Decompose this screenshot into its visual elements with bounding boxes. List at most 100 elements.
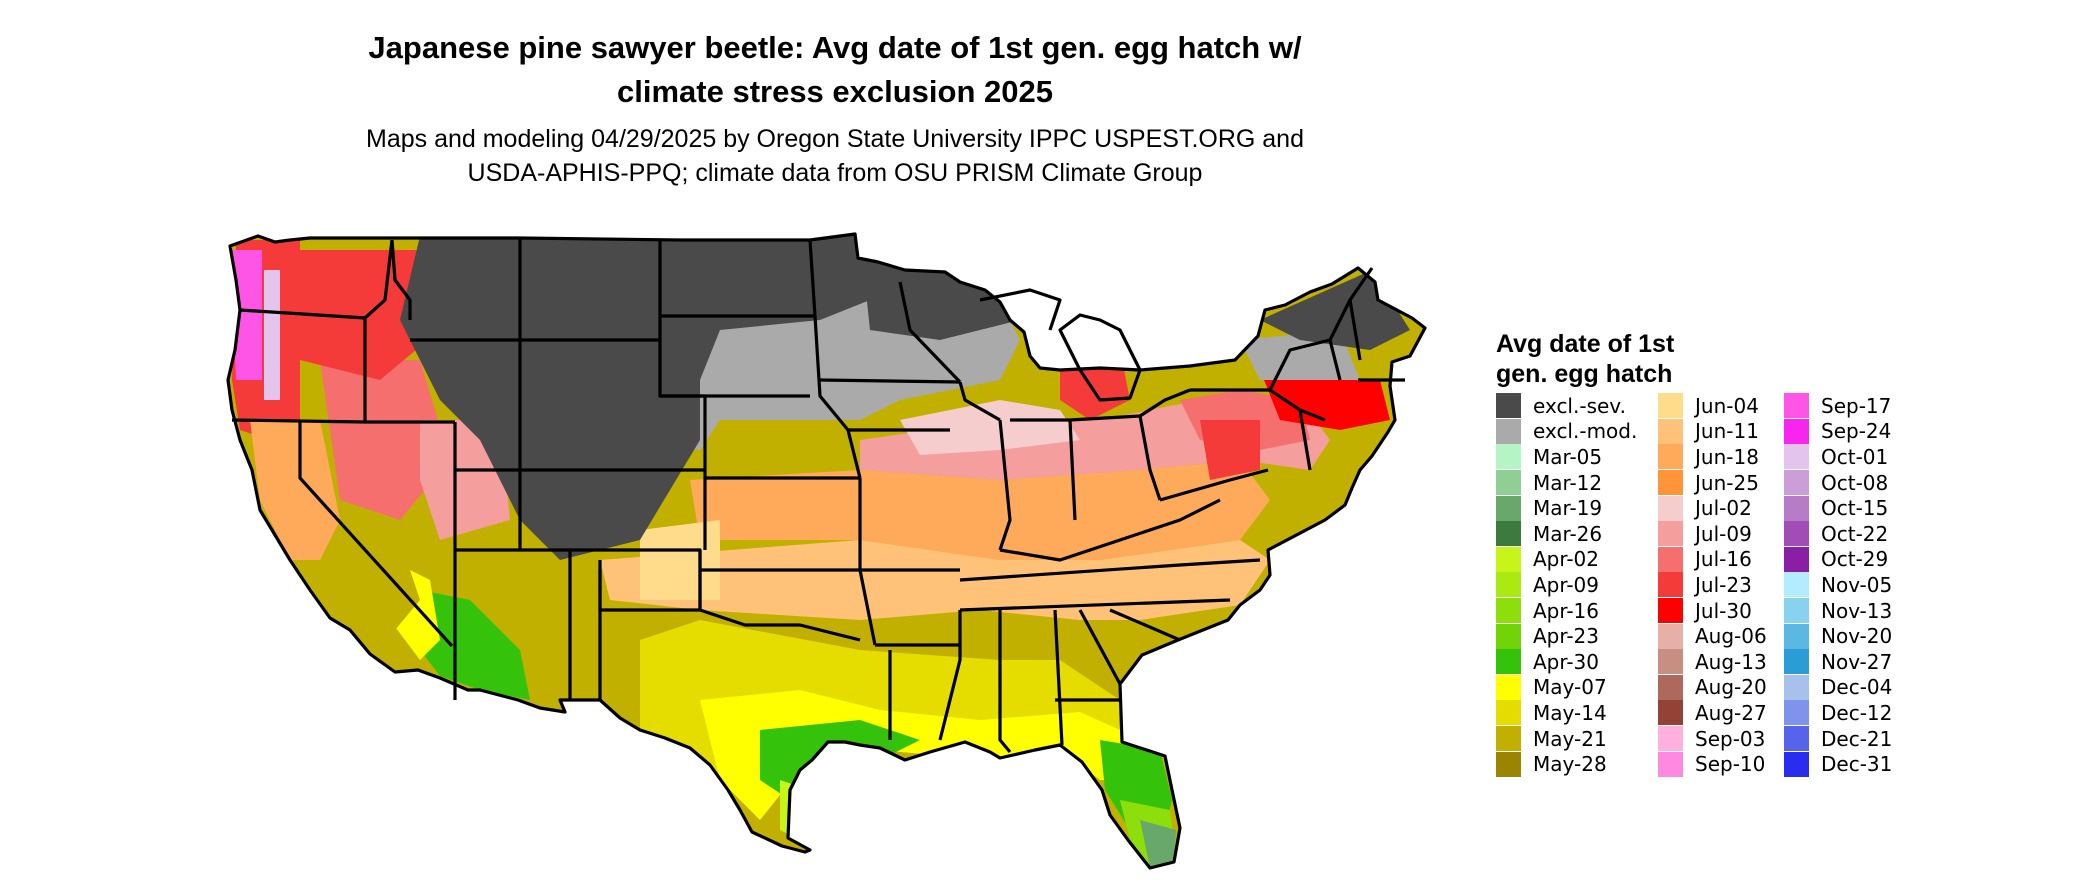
legend-item: Sep-17 xyxy=(1784,393,1892,419)
legend-item: Jun-25 xyxy=(1658,470,1767,496)
legend-swatch xyxy=(1658,598,1683,624)
legend-label: Nov-05 xyxy=(1821,572,1893,597)
legend-item: Jul-02 xyxy=(1658,495,1767,521)
legend-swatch xyxy=(1784,495,1809,521)
legend-label: Aug-20 xyxy=(1695,675,1767,700)
legend-label: Nov-13 xyxy=(1821,598,1893,623)
legend-swatch xyxy=(1784,521,1809,547)
legend-swatch xyxy=(1658,546,1683,572)
legend-item: Dec-21 xyxy=(1784,726,1892,752)
legend-label: Jun-25 xyxy=(1695,470,1759,495)
legend-column: Sep-17 Sep-24 Oct-01 Oct-08 Oct-15 Oct-22 Oct-… xyxy=(1784,393,1892,777)
legend-item: Jul-16 xyxy=(1658,546,1767,573)
legend-item: Jul-30 xyxy=(1658,598,1767,624)
map-subtitle-line-2: USDA-APHIS-PPQ; climate data from OSU PR… xyxy=(467,159,1203,187)
legend-label: Nov-20 xyxy=(1821,624,1893,649)
map-subtitle-line-1: Maps and modeling 04/29/2025 by Oregon S… xyxy=(366,125,1304,153)
legend-swatch xyxy=(1658,649,1683,675)
map-title-line-2: climate stress exclusion 2025 xyxy=(617,74,1053,109)
legend-swatch xyxy=(1496,393,1521,419)
legend-swatch xyxy=(1496,623,1521,649)
legend-item: Apr-30 xyxy=(1496,649,1637,675)
legend-swatch xyxy=(1784,726,1809,752)
us-map xyxy=(226,232,1427,870)
legend-swatch xyxy=(1496,572,1521,598)
legend-item: Jul-23 xyxy=(1658,572,1767,598)
legend-swatch xyxy=(1658,521,1683,547)
legend-label: Oct-22 xyxy=(1821,521,1889,546)
legend-swatch xyxy=(1658,495,1683,521)
legend-item: Apr-09 xyxy=(1496,572,1637,598)
legend-swatch xyxy=(1658,470,1683,496)
legend-label: Nov-27 xyxy=(1821,649,1893,674)
legend-swatch xyxy=(1784,700,1809,726)
legend-swatch xyxy=(1658,572,1683,598)
legend-swatch xyxy=(1496,726,1521,752)
legend-item: Nov-27 xyxy=(1784,649,1892,675)
legend-item: Sep-03 xyxy=(1658,726,1767,752)
legend-swatch xyxy=(1784,546,1809,572)
legend-label: May-21 xyxy=(1533,726,1607,751)
map-title-line-1: Japanese pine sawyer beetle: Avg date of… xyxy=(368,30,1302,65)
legend-label: Oct-29 xyxy=(1821,547,1889,572)
legend-label: Apr-23 xyxy=(1533,624,1599,649)
legend-swatch xyxy=(1496,470,1521,496)
legend-item: Oct-15 xyxy=(1784,495,1892,521)
legend-swatch xyxy=(1784,649,1809,675)
legend-label: Mar-19 xyxy=(1533,496,1603,521)
legend-item: Jun-18 xyxy=(1658,444,1767,470)
legend-swatch xyxy=(1658,700,1683,726)
legend-swatch xyxy=(1658,444,1683,470)
map-subtitle: Maps and modeling 04/29/2025 by Oregon S… xyxy=(230,122,1440,190)
legend-swatch xyxy=(1784,623,1809,649)
legend-item: Oct-29 xyxy=(1784,546,1892,573)
legend-swatch xyxy=(1784,674,1809,700)
legend-swatch xyxy=(1496,751,1521,777)
legend-label: Dec-04 xyxy=(1821,675,1893,700)
legend-label: May-28 xyxy=(1533,752,1607,777)
legend-swatch xyxy=(1496,598,1521,624)
legend-label: Jun-11 xyxy=(1695,419,1759,444)
legend-swatch xyxy=(1784,598,1809,624)
legend-label: Dec-31 xyxy=(1821,752,1893,777)
legend-label: Jul-30 xyxy=(1695,598,1752,623)
legend-item: Sep-10 xyxy=(1658,751,1767,777)
legend-item: Apr-16 xyxy=(1496,598,1637,624)
legend-label: Aug-27 xyxy=(1695,700,1767,725)
legend-item: Mar-12 xyxy=(1496,470,1637,496)
legend-swatch xyxy=(1496,700,1521,726)
legend-swatch xyxy=(1658,393,1683,419)
legend-swatch xyxy=(1784,393,1809,419)
legend-item: Oct-08 xyxy=(1784,470,1892,496)
legend-label: Jul-16 xyxy=(1695,547,1752,572)
legend-label: May-07 xyxy=(1533,675,1607,700)
legend-swatch xyxy=(1496,495,1521,521)
map-title: Japanese pine sawyer beetle: Avg date of… xyxy=(230,26,1440,114)
legend-swatch xyxy=(1784,444,1809,470)
legend-swatch xyxy=(1496,546,1521,572)
legend-label: May-14 xyxy=(1533,700,1607,725)
legend-label: Aug-06 xyxy=(1695,624,1767,649)
legend-label: Mar-12 xyxy=(1533,470,1603,495)
legend-swatch xyxy=(1784,751,1809,777)
legend-label: Oct-01 xyxy=(1821,444,1889,469)
legend-label: Jul-02 xyxy=(1695,496,1752,521)
legend-item: Jun-11 xyxy=(1658,418,1767,445)
legend-label: Sep-10 xyxy=(1695,752,1766,777)
legend-item: Apr-02 xyxy=(1496,546,1637,573)
legend-item: May-28 xyxy=(1496,751,1637,777)
legend-title: Avg date of 1st gen. egg hatch xyxy=(1496,329,1756,389)
legend-item: May-07 xyxy=(1496,674,1637,701)
legend-item: Nov-13 xyxy=(1784,598,1892,624)
legend-item: Oct-01 xyxy=(1784,444,1892,470)
legend-label: Sep-24 xyxy=(1821,419,1892,444)
legend-label: Aug-13 xyxy=(1695,649,1767,674)
legend-label: Dec-12 xyxy=(1821,700,1893,725)
legend-item: Oct-22 xyxy=(1784,521,1892,547)
legend-swatch xyxy=(1658,751,1683,777)
legend-label: excl.-mod. xyxy=(1533,419,1638,444)
legend-swatch xyxy=(1658,623,1683,649)
legend-item: Aug-13 xyxy=(1658,649,1767,675)
legend-item: Dec-31 xyxy=(1784,751,1892,777)
legend-item: excl.-sev. xyxy=(1496,393,1637,419)
